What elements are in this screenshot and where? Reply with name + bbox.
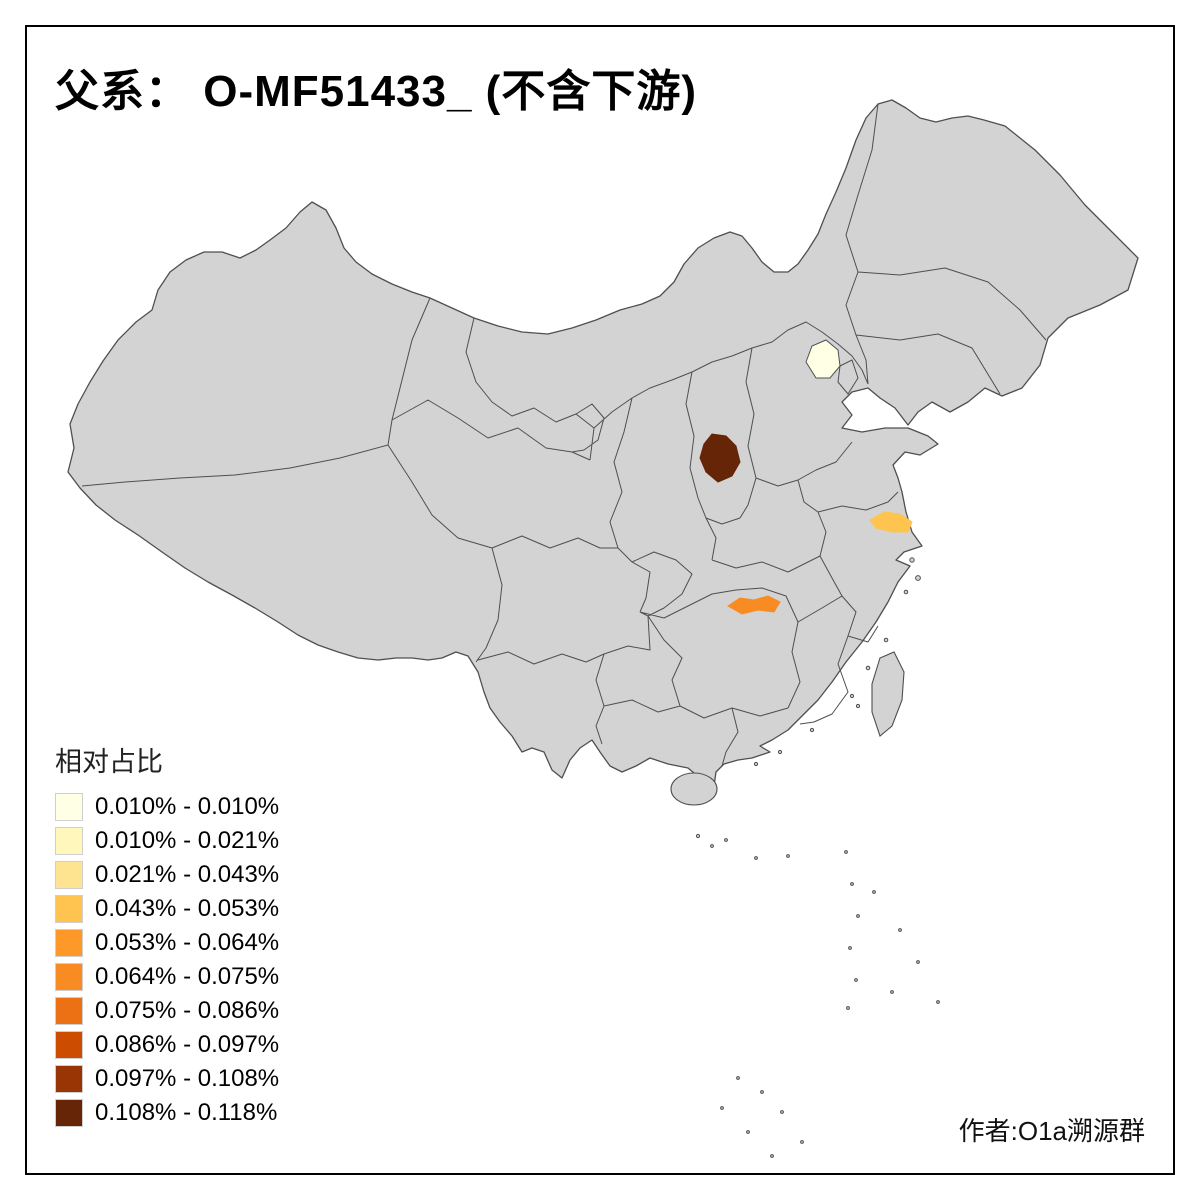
- legend-swatch: [55, 1099, 83, 1127]
- legend-item: 0.064% - 0.075%: [55, 963, 395, 991]
- island-dot: [936, 1000, 940, 1004]
- island-dot: [786, 854, 790, 858]
- legend-swatch: [55, 793, 83, 821]
- island-dot: [915, 575, 921, 581]
- island-dot: [854, 978, 858, 982]
- island-dot: [916, 960, 920, 964]
- island-dot: [850, 882, 854, 886]
- island-dot: [800, 1140, 804, 1144]
- legend-swatch: [55, 861, 83, 889]
- island-dot: [777, 749, 783, 755]
- taiwan-island: [871, 651, 905, 737]
- island-dot: [903, 589, 909, 595]
- legend-swatch: [55, 1031, 83, 1059]
- legend-label: 0.097% - 0.108%: [95, 1065, 280, 1092]
- legend-label: 0.010% - 0.010%: [95, 793, 280, 820]
- legend-title: 相对占比: [55, 747, 163, 777]
- island-dot: [720, 1106, 724, 1110]
- legend-label: 0.108% - 0.118%: [95, 1099, 278, 1126]
- legend-item: 0.053% - 0.064%: [55, 929, 395, 957]
- island-dot: [848, 946, 852, 950]
- island-dot: [855, 703, 861, 709]
- region-highlight-jiangsu: [869, 511, 913, 533]
- island-dot: [724, 838, 728, 842]
- legend-label: 0.075% - 0.086%: [95, 997, 280, 1024]
- legend-label: 0.086% - 0.097%: [95, 1031, 280, 1058]
- small-islands-group: [695, 557, 940, 1158]
- legend-item: 0.043% - 0.053%: [55, 895, 395, 923]
- legend-swatch: [55, 827, 83, 855]
- island-dot: [849, 693, 855, 699]
- island-dot: [760, 1090, 764, 1094]
- legend-item: 0.010% - 0.021%: [55, 827, 395, 855]
- island-dot: [754, 856, 758, 860]
- legend-swatch: [55, 895, 83, 923]
- island-dot: [909, 557, 915, 563]
- island-dot: [883, 637, 889, 643]
- hainan-island: [670, 772, 718, 806]
- legend-swatch: [55, 929, 83, 957]
- author-credit: 作者:O1a溯源群: [958, 1116, 1145, 1146]
- china-mainland-outline: [67, 99, 1139, 791]
- legend-item: 0.086% - 0.097%: [55, 1031, 395, 1059]
- legend: 相对占比 0.010% - 0.010% 0.010% - 0.021% 0.0…: [55, 740, 395, 1133]
- island-dot: [780, 1110, 784, 1114]
- island-dot: [746, 1130, 750, 1134]
- island-dot: [898, 928, 902, 932]
- island-dot: [890, 990, 894, 994]
- legend-item: 0.021% - 0.043%: [55, 861, 395, 889]
- island-dot: [770, 1154, 774, 1158]
- island-dot: [844, 850, 848, 854]
- region-highlight-beijing: [805, 339, 841, 379]
- legend-item: 0.097% - 0.108%: [55, 1065, 395, 1093]
- island-dot: [710, 844, 714, 848]
- legend-item: 0.075% - 0.086%: [55, 997, 395, 1025]
- map-title: 父系： O-MF51433_ (不含下游): [55, 67, 697, 116]
- island-dot: [856, 914, 860, 918]
- island-dot: [736, 1076, 740, 1080]
- legend-label: 0.043% - 0.053%: [95, 895, 280, 922]
- island-dot: [809, 727, 815, 733]
- legend-item: 0.108% - 0.118%: [55, 1099, 395, 1127]
- legend-label: 0.010% - 0.021%: [95, 827, 280, 854]
- island-dot: [865, 665, 871, 671]
- region-highlight-hunan: [727, 595, 781, 615]
- island-dot: [872, 890, 876, 894]
- legend-label: 0.064% - 0.075%: [95, 963, 280, 990]
- island-dot: [753, 761, 759, 767]
- legend-label: 0.053% - 0.064%: [95, 929, 280, 956]
- legend-item: 0.010% - 0.010%: [55, 793, 395, 821]
- legend-swatch: [55, 963, 83, 991]
- legend-swatch: [55, 997, 83, 1025]
- legend-label: 0.021% - 0.043%: [95, 861, 280, 888]
- island-dot: [695, 833, 701, 839]
- island-dot: [846, 1006, 850, 1010]
- region-highlight-shanxi: [699, 433, 741, 483]
- legend-swatch: [55, 1065, 83, 1093]
- province-borders: [81, 103, 1047, 767]
